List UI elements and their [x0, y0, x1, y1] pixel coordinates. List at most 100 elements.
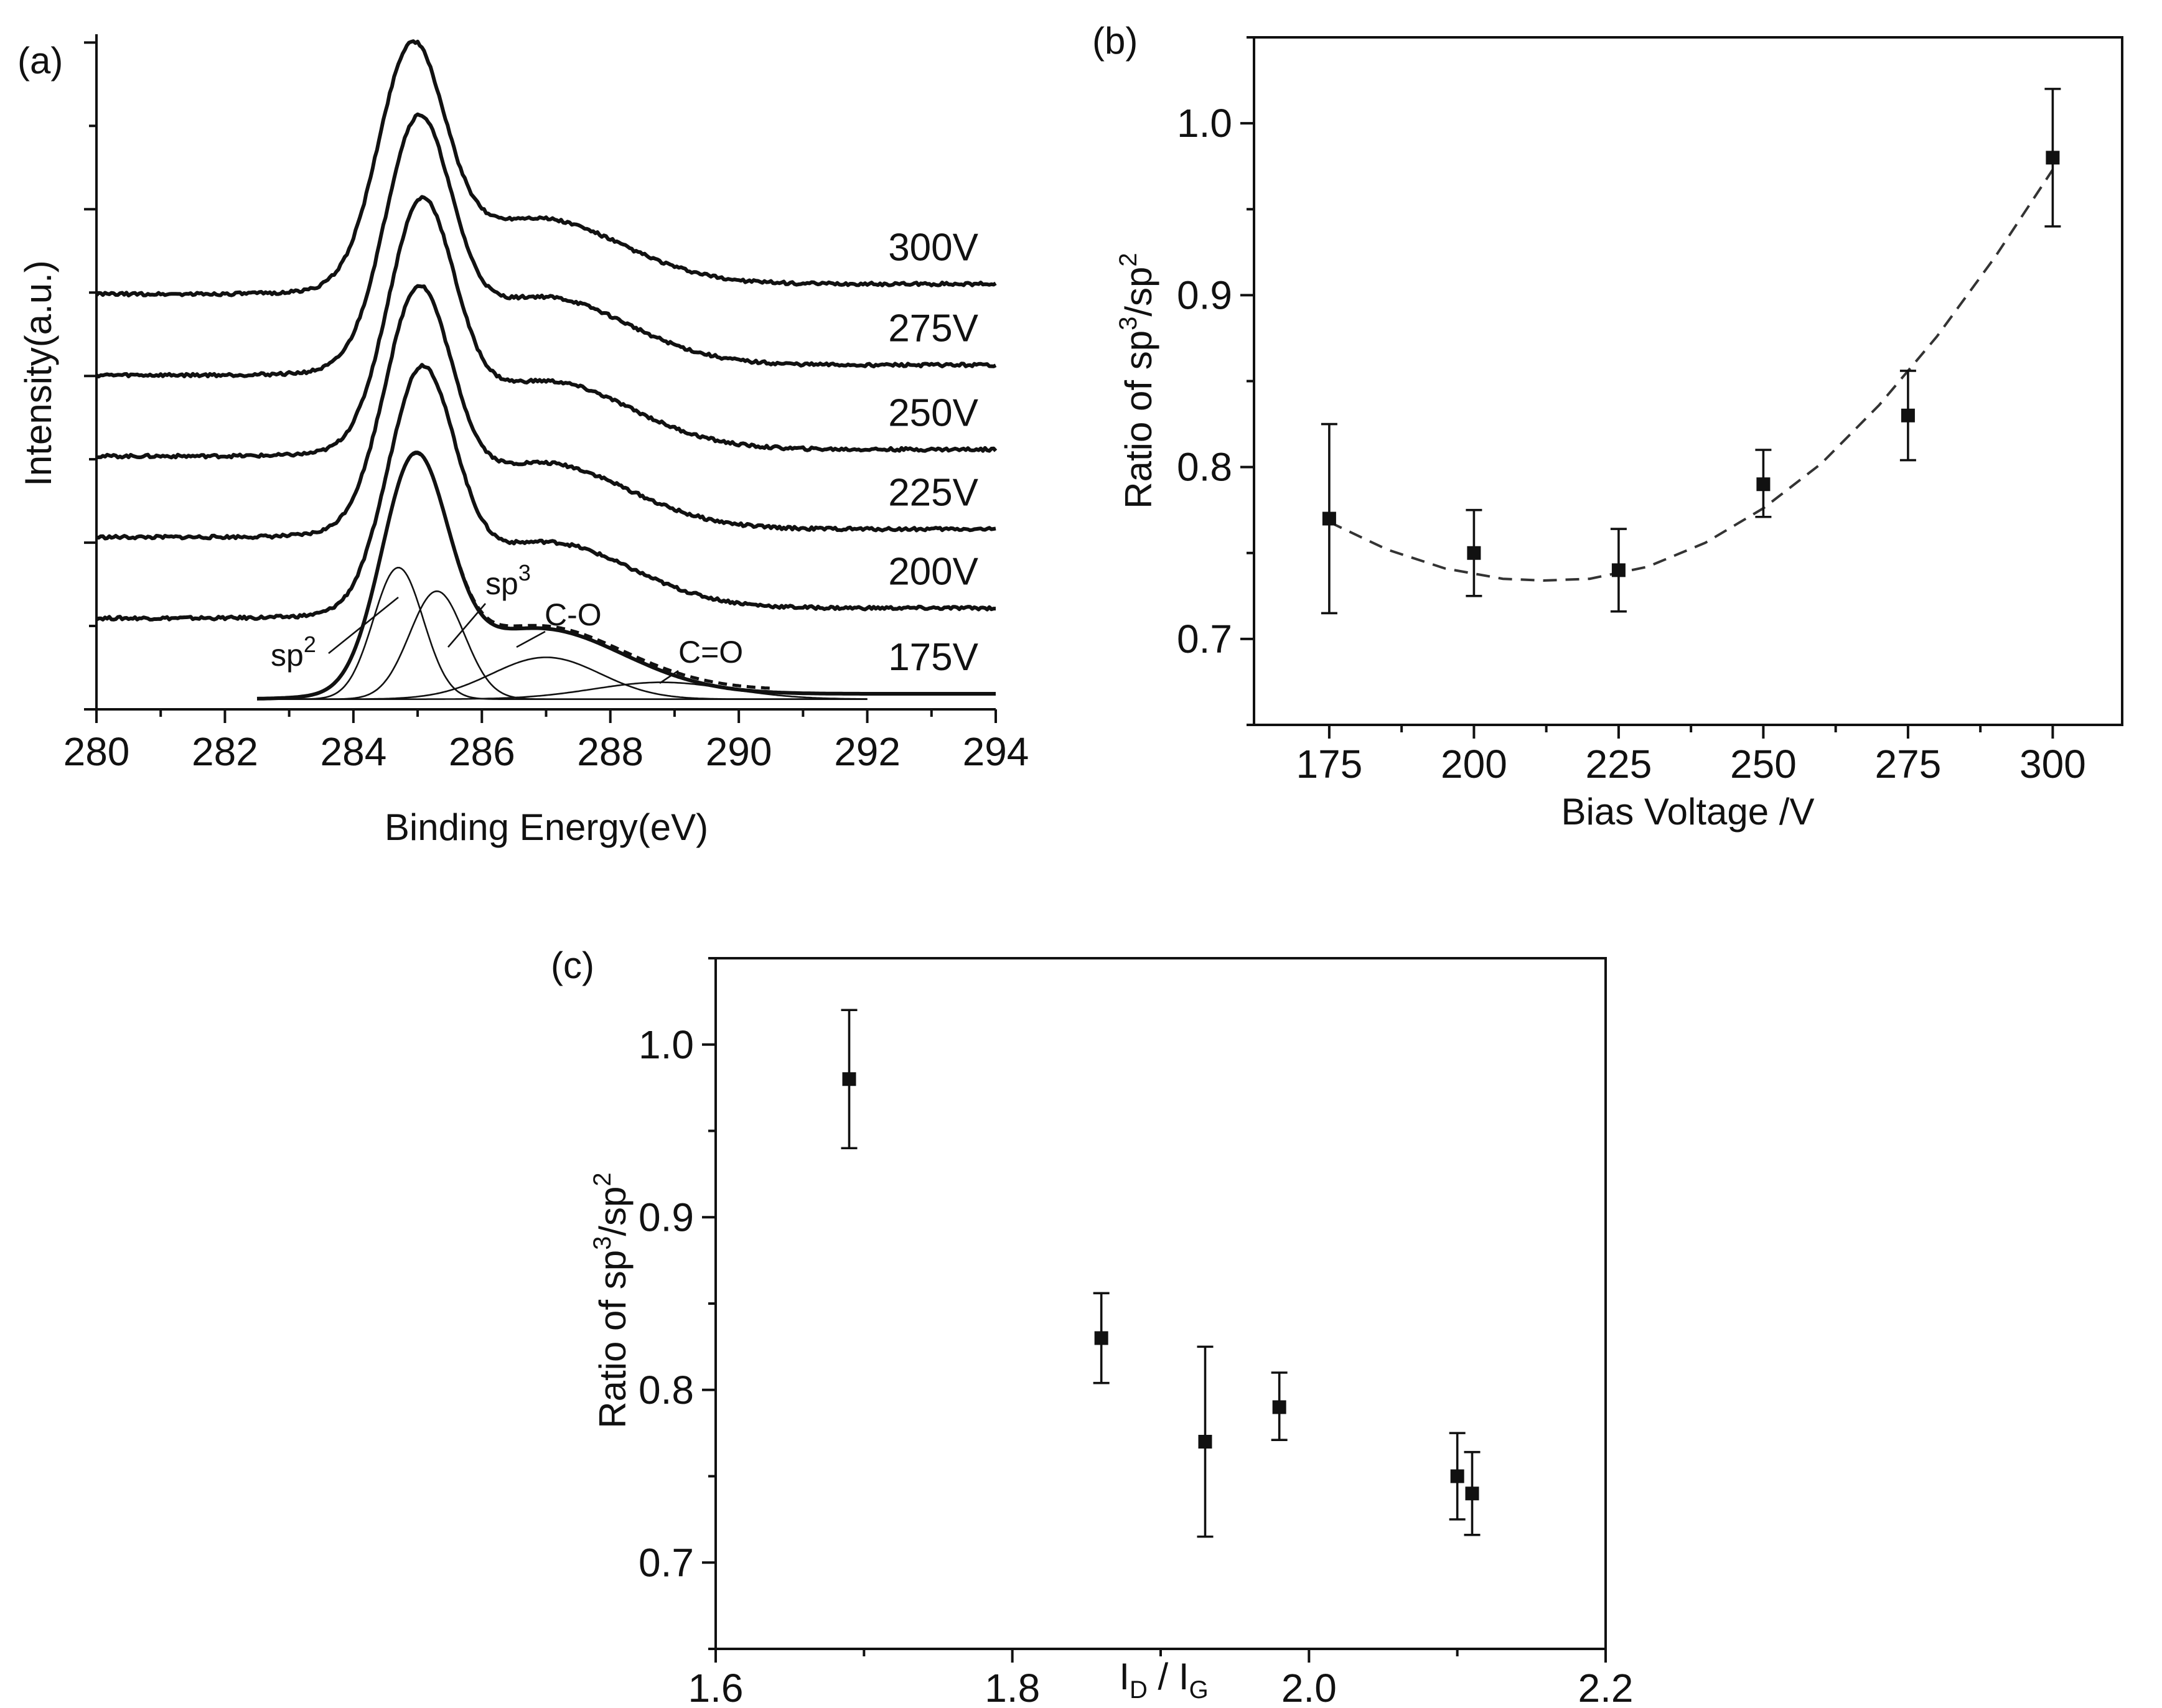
- spectrum-250v: [96, 195, 998, 460]
- panel-c-data-point: [1272, 1400, 1286, 1414]
- panel-b-y-title-mid: /sp: [1118, 267, 1159, 317]
- panel-c-y-tick-label: 0.7: [639, 1540, 694, 1585]
- leader-c-o: [516, 630, 546, 648]
- panel-c-y-tick-label: 1.0: [639, 1022, 694, 1067]
- spectrum-300v: [95, 39, 997, 297]
- panel-b-data-point: [1322, 511, 1336, 526]
- spectrum-200v: [95, 363, 996, 622]
- panel-c-y-tick-label: 0.9: [639, 1195, 694, 1239]
- component-label-sp3: sp3: [485, 560, 531, 601]
- panel-b-x-tick-label: 275: [1875, 742, 1942, 786]
- panel-b-y-axis-title: Ratio of sp3/sp2: [1115, 253, 1159, 508]
- panel-a-curves: [95, 39, 998, 701]
- panel-b-trend-fit: [1329, 169, 2054, 582]
- panel-b-ratio-vs-bias: (b) 175 200 225 250 275 300 0.7 0.8 0.9 1.0 Bias…: [1092, 20, 2123, 833]
- panel-b-x-tick-label: 300: [2019, 742, 2086, 786]
- x-tick-label-a-290: 290: [706, 729, 772, 774]
- curve-label-175v: 175V: [888, 636, 978, 679]
- component-label-c-o: C=O: [678, 635, 743, 670]
- curve-label-275v: 275V: [888, 307, 978, 350]
- panel-c-x-tick-label: 2.2: [1578, 1666, 1634, 1708]
- panel-b-trend-line: [1329, 169, 2054, 582]
- panel-b-data-point: [1467, 546, 1481, 560]
- panel-c-y-tick-label: 0.8: [639, 1368, 694, 1412]
- panel-c-data-point: [1465, 1486, 1479, 1501]
- panel-a-label: (a): [17, 40, 63, 82]
- curve-label-300v: 300V: [888, 226, 978, 269]
- panel-a-x-axis-title: Binding Energy(eV): [385, 806, 708, 848]
- curve-label-250v: 250V: [888, 391, 978, 434]
- component-label-sp2: sp2: [271, 632, 316, 673]
- panel-a-x-ticks: 280 282 284 286 288 290 292 294: [63, 709, 1029, 774]
- panel-b-y-tick-label: 0.8: [1177, 445, 1232, 490]
- panel-b-y-tick-label: 1.0: [1177, 101, 1232, 146]
- panel-c-x-tick-label: 2.0: [1281, 1666, 1337, 1708]
- panel-c-data-points: [841, 1009, 1481, 1538]
- panel-c-y-title-sup2: 2: [589, 1172, 616, 1186]
- panel-c-y-axis-title: Ratio of sp3/sp2: [589, 1172, 634, 1428]
- panel-a-xps-spectra: (a) 280 282 284 286 288 290 292 294 175V 200V 225…: [17, 34, 1029, 848]
- x-tick-label-a-282: 282: [192, 729, 258, 774]
- panel-b-y-tick-label: 0.7: [1177, 617, 1232, 661]
- x-tick-label-a-294: 294: [963, 729, 1029, 774]
- x-tick-label-a-292: 292: [834, 729, 901, 774]
- panel-c-data-point: [842, 1072, 856, 1086]
- curve-label-225v: 225V: [888, 471, 978, 514]
- panel-a-fit-components: [257, 452, 868, 700]
- panel-b-data-point: [1901, 408, 1915, 422]
- panel-c-x-tick-label: 1.8: [985, 1666, 1040, 1708]
- panel-b-x-tick-label: 175: [1296, 742, 1363, 786]
- leader-c-o: [659, 670, 679, 684]
- fit-envelope: [390, 452, 771, 690]
- panel-b-data-point: [1756, 477, 1771, 492]
- panel-b-y-title-sup1: 3: [1115, 317, 1142, 330]
- panel-c-x-title-main: I: [1119, 1656, 1130, 1697]
- panel-c-y-ticks: 0.7 0.8 0.9 1.0: [639, 957, 716, 1650]
- panel-b-label: (b): [1092, 20, 1138, 62]
- component-c-o: [257, 681, 868, 700]
- x-tick-label-a-284: 284: [321, 729, 387, 774]
- panel-c-data-point: [1450, 1469, 1464, 1483]
- panel-b-y-title-main: Ratio of sp: [1118, 330, 1159, 509]
- spectrum-275v: [95, 112, 997, 379]
- curve-label-200v: 200V: [888, 550, 978, 593]
- panel-b-data-point: [1611, 563, 1626, 577]
- panel-c-y-title-sup1: 3: [589, 1236, 616, 1250]
- leader-sp2: [328, 596, 399, 655]
- panel-b-y-ticks: 0.7 0.8 0.9 1.0: [1177, 36, 1254, 726]
- panel-b-x-tick-label: 200: [1441, 742, 1507, 786]
- panel-a-series-labels: 175V 200V 225V 250V 275V 300V: [888, 226, 978, 679]
- panel-c-x-title-mid: / I: [1148, 1656, 1189, 1697]
- component-label-c-o: C-O: [545, 597, 602, 632]
- panel-b-data-points: [1321, 88, 2061, 615]
- panel-b-x-tick-label: 225: [1586, 742, 1652, 786]
- x-tick-label-a-288: 288: [577, 729, 643, 774]
- panel-c-data-point: [1094, 1331, 1108, 1345]
- x-tick-label-a-280: 280: [63, 729, 130, 774]
- panel-c-x-title-sub2: G: [1189, 1676, 1209, 1704]
- panel-c-x-ticks: 1.6 1.8 2.0 2.2: [688, 1649, 1634, 1708]
- panel-c-x-tick-label: 1.6: [688, 1666, 744, 1708]
- spectrum-225v: [96, 284, 996, 541]
- panel-b-x-ticks: 175 200 225 250 275 300: [1296, 725, 2086, 786]
- panel-c-x-axis-title: ID / IG: [1119, 1656, 1208, 1704]
- x-tick-label-a-286: 286: [449, 729, 515, 774]
- panel-c-x-title-sub1: D: [1130, 1676, 1148, 1704]
- panel-a-component-labels: sp2 sp3 C-O C=O: [271, 560, 743, 684]
- panel-b-y-title-sup2: 2: [1115, 253, 1142, 266]
- panel-a-y-axis-title: Intensity(a.u.): [17, 260, 59, 487]
- spectrum-175v: [256, 450, 996, 701]
- panel-c-ratio-vs-id-ig: (c) 1.6 1.8 2.0 2.2 0.7 0.8 0.9 1.0 ID / IG Ra…: [551, 945, 1633, 1708]
- panel-a-y-ticks: [84, 41, 96, 711]
- panel-c-y-title-main: Ratio of sp: [592, 1250, 634, 1429]
- panel-c-data-point: [1198, 1435, 1212, 1449]
- panel-c-y-title-mid: /sp: [592, 1187, 634, 1236]
- panel-b-x-tick-label: 250: [1730, 742, 1797, 786]
- leader-sp3: [447, 603, 486, 648]
- panel-b-x-axis-title: Bias Voltage /V: [1561, 791, 1815, 833]
- panel-b-y-tick-label: 0.9: [1177, 273, 1232, 317]
- panel-c-label: (c): [551, 945, 594, 986]
- panel-b-data-point: [2046, 151, 2060, 165]
